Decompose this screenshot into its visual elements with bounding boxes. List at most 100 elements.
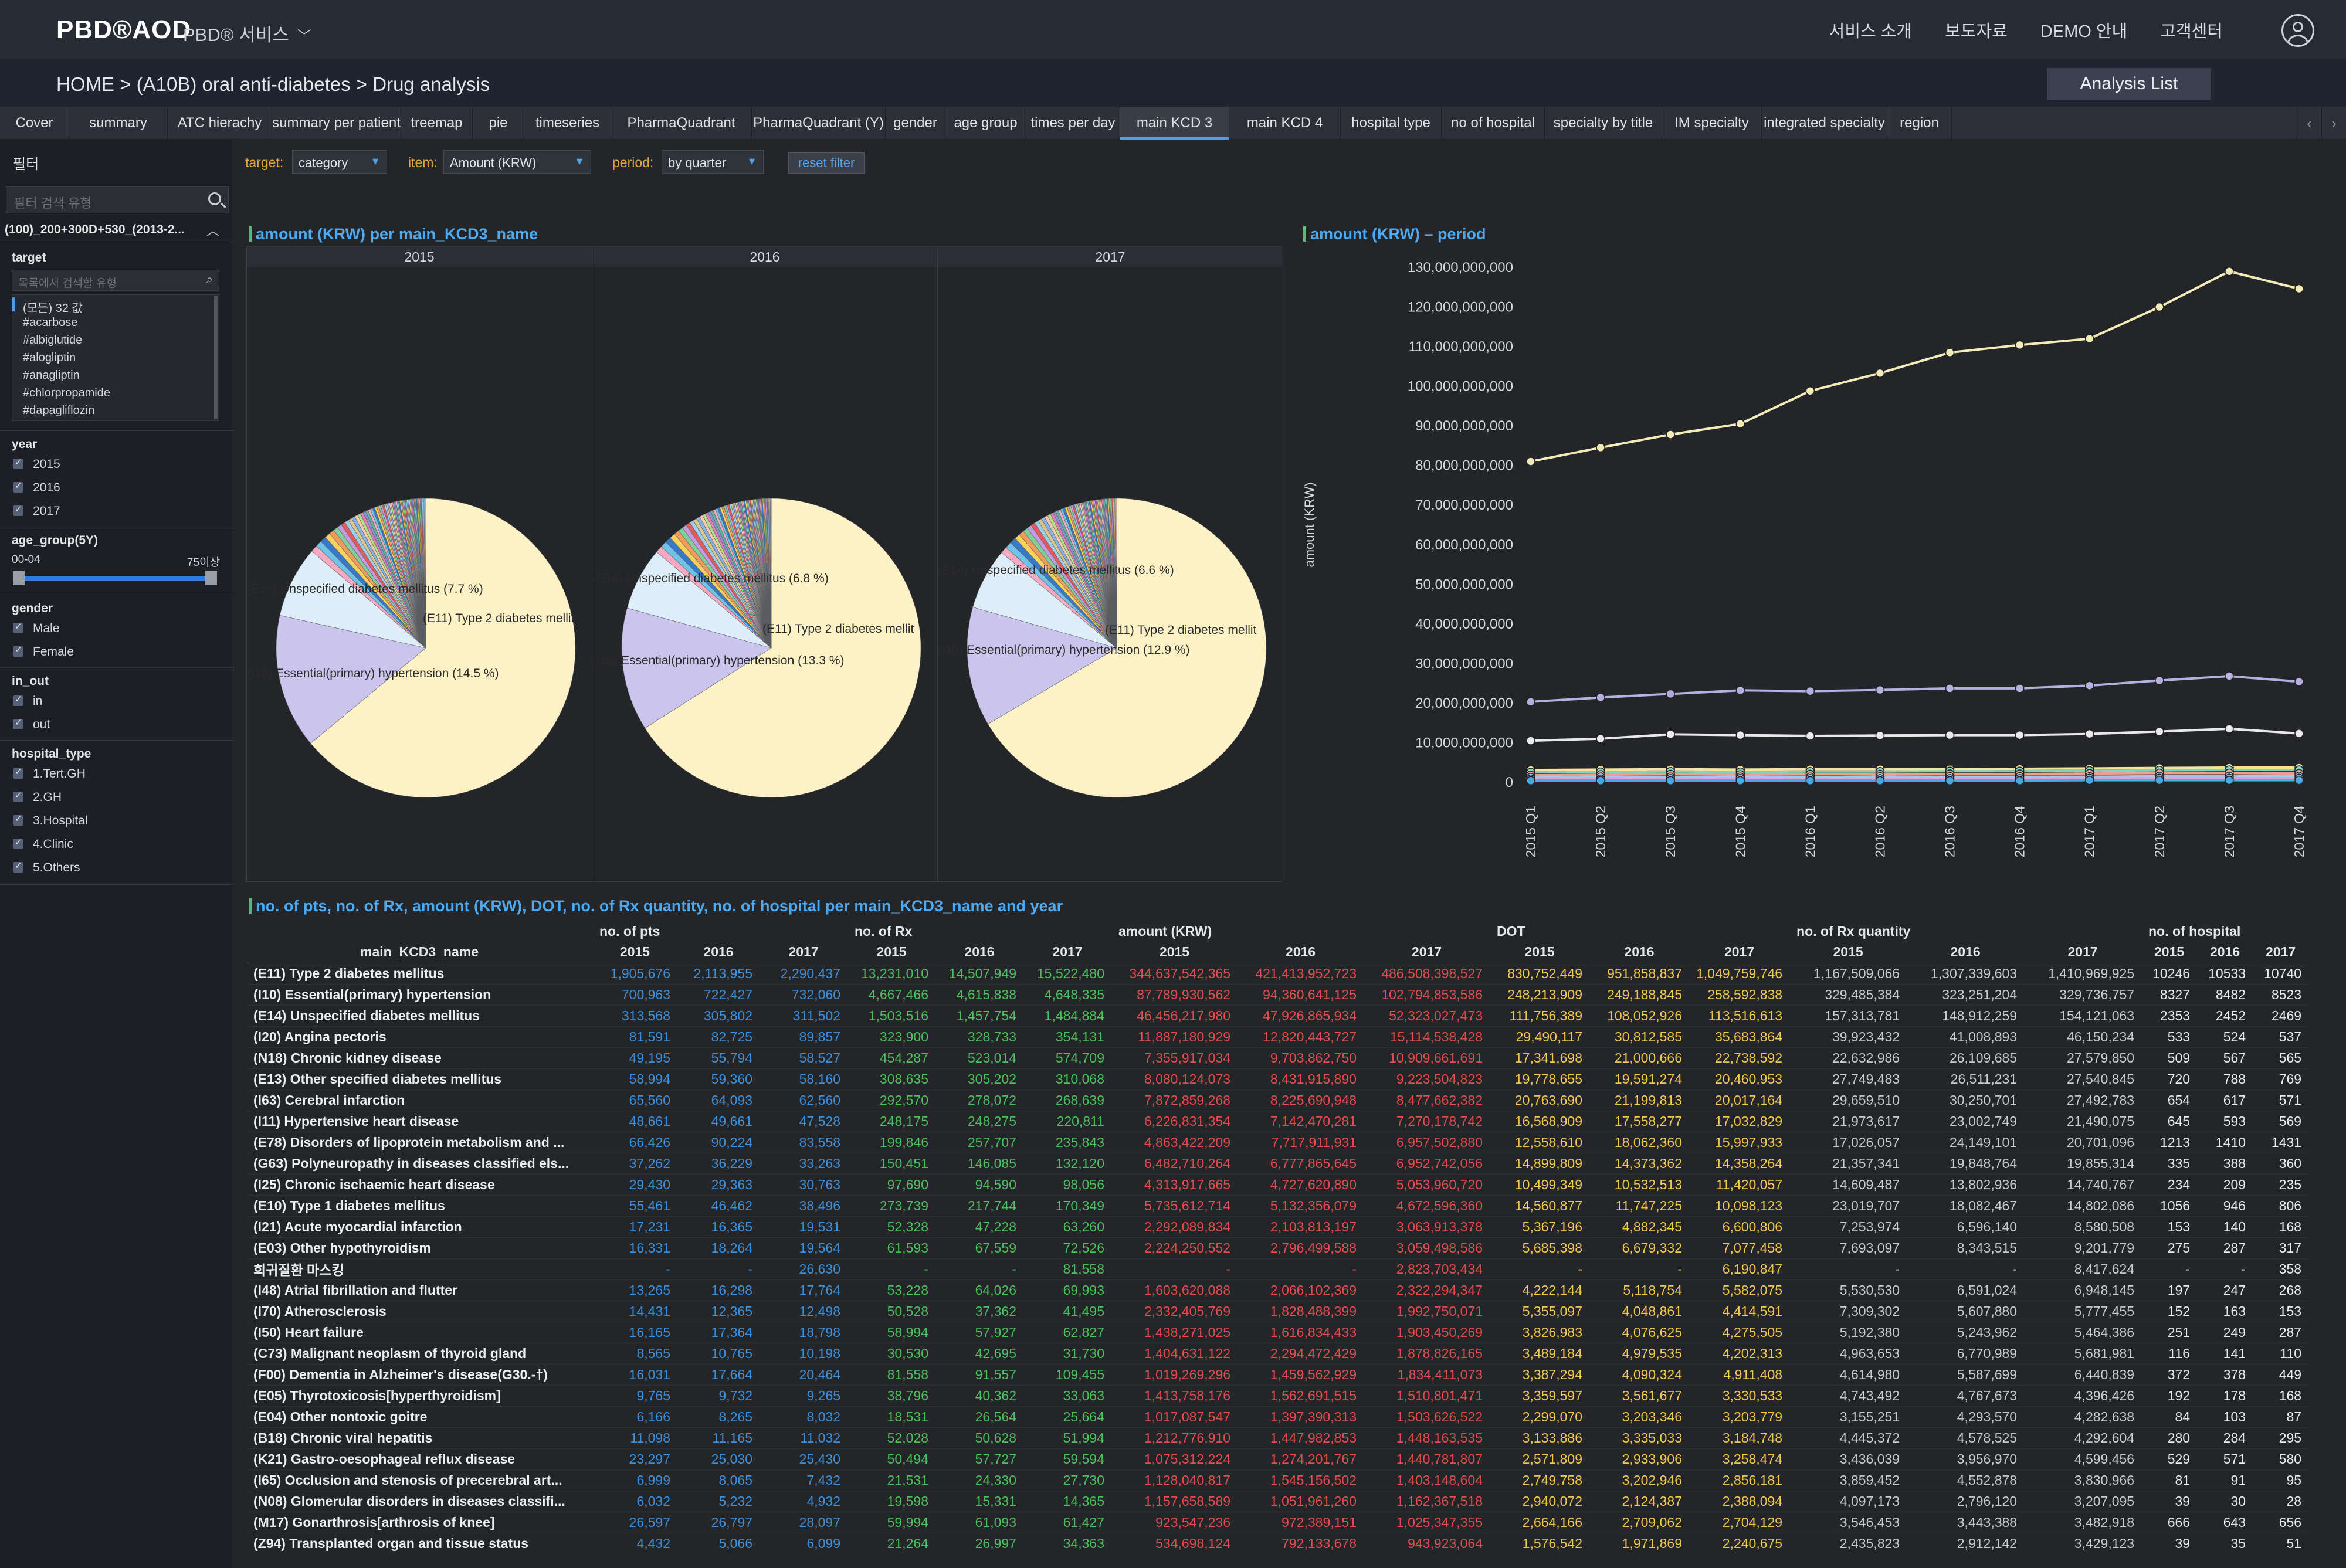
year-header[interactable]: 2017	[2067, 944, 2098, 960]
data-point[interactable]	[2294, 775, 2304, 785]
table-row[interactable]: (I25) Chronic ischaemic heart disease 29,…	[246, 1174, 2309, 1196]
data-point[interactable]	[2225, 724, 2234, 734]
row-header[interactable]: main_KCD3_name	[360, 944, 479, 960]
table-row[interactable]: (N18) Chronic kidney disease 49,195 55,794…	[246, 1047, 2309, 1069]
tab-gender[interactable]: gender	[886, 107, 945, 140]
table-row[interactable]: (E13) Other specified diabetes mellitus 5…	[246, 1068, 2309, 1090]
slider-handle-max[interactable]	[205, 571, 217, 585]
tab-hospital-type[interactable]: hospital type	[1341, 107, 1442, 140]
data-point[interactable]	[1596, 776, 1605, 786]
data-point[interactable]	[2155, 302, 2164, 312]
tab-pharmaquadrant-2017[interactable]: PharmaQuadrant (2017)	[611, 107, 752, 164]
nav-link-support[interactable]: 고객센터	[2160, 22, 2223, 41]
table-row[interactable]: (E04) Other nontoxic goitre 6,166 8,265 8,0…	[246, 1406, 2309, 1428]
pie-slice[interactable]	[645, 498, 921, 798]
data-point[interactable]	[1945, 776, 1955, 786]
tab-age-group[interactable]: age group	[945, 107, 1026, 140]
target-list-item[interactable]: #acarbose	[23, 316, 78, 329]
table-row[interactable]: (M17) Gonarthrosis[arthrosis of knee] 26,…	[246, 1512, 2309, 1533]
data-point[interactable]	[2084, 334, 2094, 344]
data-point[interactable]	[2155, 727, 2164, 737]
checkbox[interactable]	[13, 717, 23, 729]
table-row[interactable]: (G63) Polyneuropathy in diseases classif…	[246, 1153, 2309, 1175]
table-row[interactable]: (I11) Hypertensive heart disease 48,661 49…	[246, 1111, 2309, 1132]
table-row[interactable]: (I20) Angina pectoris 81,591 82,725 89,857 3…	[246, 1026, 2309, 1048]
pie-slice[interactable]	[279, 551, 426, 649]
checkbox[interactable]	[13, 621, 23, 633]
table-row[interactable]: (E78) Disorders of lipoprotein metabolis…	[246, 1132, 2309, 1153]
age-range-slider[interactable]	[16, 576, 216, 581]
tab-specialty-by-title[interactable]: specialty by title	[1545, 107, 1662, 140]
data-point[interactable]	[1805, 686, 1815, 696]
pie-slice-minor[interactable]	[425, 498, 426, 649]
year-header[interactable]: 2016	[1950, 944, 1981, 960]
target-search-input[interactable]: 목록에서 검색할 유형 ⌕	[12, 270, 219, 291]
reset-filter-button[interactable]: reset filter	[788, 152, 865, 174]
table-row[interactable]: (I65) Occlusion and stenosis of precereb…	[246, 1469, 2309, 1491]
tab-pie[interactable]: pie	[473, 107, 524, 140]
nav-link-service-intro[interactable]: 서비스 소개	[1829, 22, 1913, 41]
checkbox[interactable]	[13, 837, 23, 849]
tab-pharmaquadrant-y[interactable]: PharmaQuadrant (Y)	[752, 107, 886, 140]
user-account-icon[interactable]	[2281, 14, 2314, 47]
year-header[interactable]: 2017	[2266, 944, 2296, 960]
item-select[interactable]: Amount (KRW) ▼	[443, 150, 591, 174]
tab-atc-hierachy[interactable]: ATC hierachy	[168, 107, 272, 140]
search-icon[interactable]: ⌕	[206, 273, 213, 286]
data-point[interactable]	[2084, 775, 2094, 785]
data-point[interactable]	[1666, 729, 1675, 739]
tab-main-kcd-4[interactable]: main KCD 4	[1229, 107, 1341, 140]
year-header[interactable]: 2017	[1052, 944, 1083, 960]
tab-cover[interactable]: Cover	[0, 107, 69, 140]
data-point[interactable]	[2294, 677, 2304, 687]
data-point[interactable]	[1596, 734, 1605, 744]
table-row[interactable]: (I50) Heart failure 16,165 17,364 18,798 58,…	[246, 1322, 2309, 1343]
dataset-selector[interactable]: (100)_200+300D+530_(2013-2...	[5, 223, 185, 236]
data-point[interactable]	[2015, 776, 2025, 786]
data-point[interactable]	[1735, 776, 1745, 786]
table-row[interactable]: (I10) Essential(primary) hypertension 700…	[246, 984, 2309, 1006]
target-list-item[interactable]: #albiglutide	[23, 334, 83, 347]
data-point[interactable]	[1805, 731, 1815, 741]
pie-slice[interactable]	[626, 551, 772, 649]
table-row[interactable]: (F00) Dementia in Alzheimer's disease(G3…	[246, 1364, 2309, 1386]
data-point[interactable]	[2015, 340, 2025, 350]
table-row[interactable]: (I63) Cerebral infarction 65,560 64,093 62,…	[246, 1090, 2309, 1111]
year-header[interactable]: 2015	[619, 944, 650, 960]
scrollbar[interactable]	[214, 296, 218, 419]
year-header[interactable]: 2016	[2210, 944, 2240, 960]
checkbox[interactable]	[13, 694, 23, 706]
nav-link-press[interactable]: 보도자료	[1945, 22, 2008, 41]
table-row[interactable]: (E11) Type 2 diabetes mellitus 1,905,676 2…	[246, 963, 2309, 985]
data-point[interactable]	[1805, 386, 1815, 396]
table-row[interactable]: 희귀질환 마스킹 - -26,630- -81,558- -2,823,703,434-…	[246, 1258, 2309, 1280]
year-header[interactable]: 2016	[1624, 944, 1655, 960]
checkbox[interactable]	[13, 457, 23, 469]
table-row[interactable]: (I21) Acute myocardial infarction 17,231 1…	[246, 1216, 2309, 1238]
data-point[interactable]	[1526, 457, 1535, 466]
checkbox[interactable]	[13, 480, 23, 493]
data-point[interactable]	[2294, 284, 2304, 294]
filter-search-input[interactable]: 필터 검색 유형	[6, 186, 229, 213]
table-row[interactable]: (B18) Chronic viral hepatitis 11,098 11,16…	[246, 1427, 2309, 1449]
year-header[interactable]: 2017	[1724, 944, 1755, 960]
data-point[interactable]	[1945, 730, 1955, 740]
data-point[interactable]	[1526, 697, 1535, 707]
tab-treemap[interactable]: treemap	[401, 107, 473, 140]
data-point[interactable]	[1526, 736, 1535, 745]
year-header[interactable]: 2016	[1285, 944, 1316, 960]
pie-slice[interactable]	[967, 607, 1117, 725]
year-header[interactable]: 2015	[1159, 944, 1190, 960]
data-point[interactable]	[1526, 776, 1535, 786]
data-point[interactable]	[1596, 443, 1605, 453]
checkbox[interactable]	[13, 790, 23, 802]
data-point[interactable]	[1596, 693, 1605, 702]
chevron-left-icon[interactable]: ‹	[2297, 107, 2321, 140]
data-point[interactable]	[1945, 684, 1955, 693]
data-point[interactable]	[2015, 684, 2025, 693]
year-header[interactable]: 2015	[2154, 944, 2185, 960]
data-point[interactable]	[1875, 685, 1885, 695]
target-select[interactable]: category ▼	[292, 150, 387, 174]
table-row[interactable]: (I70) Atherosclerosis 14,431 12,365 12,498 5…	[246, 1301, 2309, 1322]
target-list-item[interactable]: #alogliptin	[23, 351, 76, 364]
